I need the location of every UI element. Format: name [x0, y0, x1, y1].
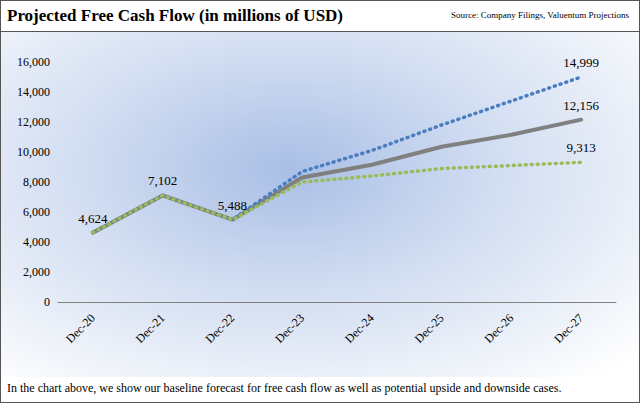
svg-text:Dec-21: Dec-21: [133, 311, 168, 346]
svg-text:6,000: 6,000: [23, 205, 50, 219]
svg-text:Dec-22: Dec-22: [202, 311, 237, 346]
svg-text:2,000: 2,000: [23, 265, 50, 279]
svg-text:Dec-27: Dec-27: [551, 311, 586, 346]
svg-text:7,102: 7,102: [148, 173, 177, 188]
svg-text:Dec-20: Dec-20: [63, 311, 98, 346]
html-text:Projected Free Cash Flow (in m: Projected Free Cash Flow (in millions of…: [7, 6, 343, 25]
svg-text:5,488: 5,488: [218, 198, 247, 213]
svg-text:12,156: 12,156: [563, 98, 599, 113]
svg-text:0: 0: [44, 295, 50, 309]
svg-text:Dec-24: Dec-24: [342, 311, 377, 346]
svg-text:16,000: 16,000: [17, 55, 50, 69]
html-text:In the chart above, we show ou: In the chart above, we show our baseline…: [7, 381, 562, 395]
svg-text:Dec-26: Dec-26: [481, 311, 516, 346]
svg-text:12,000: 12,000: [17, 115, 50, 129]
svg-text:9,313: 9,313: [567, 140, 596, 155]
svg-text:8,000: 8,000: [23, 175, 50, 189]
svg-text:14,999: 14,999: [563, 55, 599, 70]
svg-text:Dec-23: Dec-23: [272, 311, 307, 346]
svg-text:4,000: 4,000: [23, 235, 50, 249]
svg-text:14,000: 14,000: [17, 85, 50, 99]
svg-text:Dec-25: Dec-25: [412, 311, 447, 346]
svg-text:4,624: 4,624: [78, 211, 108, 226]
html-text:Source: Company Filings, Value: Source: Company Filings, Valuentum Proje…: [450, 10, 629, 20]
svg-text:10,000: 10,000: [17, 145, 50, 159]
